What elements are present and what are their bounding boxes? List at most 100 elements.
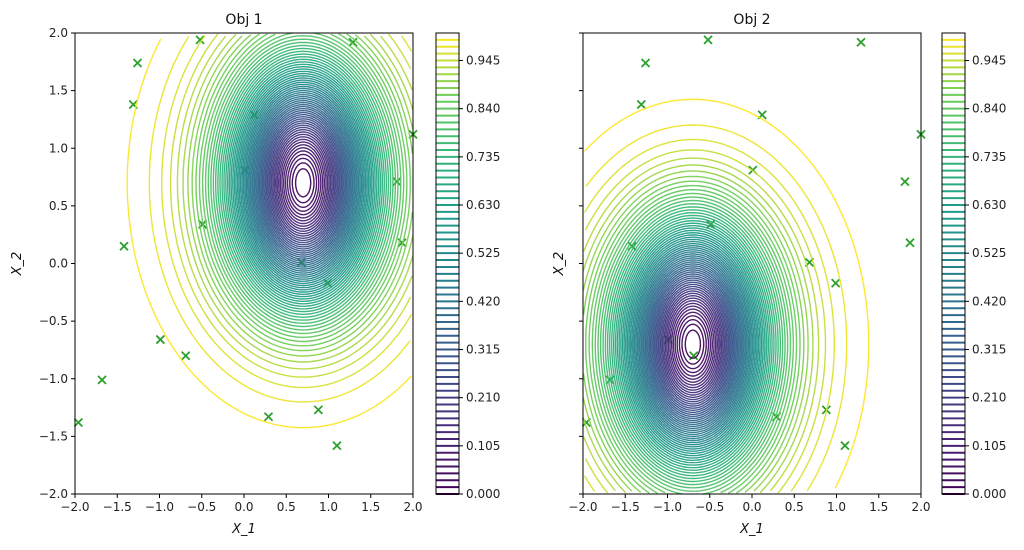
contour-line <box>242 83 364 283</box>
contour-line <box>582 175 805 493</box>
contour-line <box>628 238 758 450</box>
y-axis-label: X_2 <box>552 252 567 277</box>
contour-line <box>221 53 385 313</box>
contour-line <box>255 101 352 264</box>
contour-line <box>610 214 775 474</box>
contour-line <box>286 153 320 212</box>
colorbar-tick-label: 0.735 <box>466 150 500 164</box>
scatter-point <box>195 35 205 45</box>
scatter-point <box>119 241 129 251</box>
contour-line <box>656 281 730 407</box>
contour-line <box>235 72 371 293</box>
scatter-point <box>263 412 274 422</box>
contour-line <box>169 33 412 378</box>
colorbar-tick-label: 0.525 <box>466 246 500 260</box>
colorbar-tick-label: 0.420 <box>466 294 500 308</box>
x-tick-label: −1.0 <box>653 500 682 514</box>
scatter-point <box>313 405 323 415</box>
contour-line <box>191 34 414 352</box>
x-tick-label: 0.5 <box>785 500 804 514</box>
scatter-point <box>181 351 191 361</box>
colorbar-tick-label: 0.315 <box>466 343 500 357</box>
colorbar-tick-label: 0.000 <box>466 487 500 501</box>
contour-line <box>647 267 739 422</box>
x-tick-label: 1.5 <box>361 500 380 514</box>
contour-line <box>233 70 373 296</box>
contour-line <box>228 63 378 302</box>
contour-line <box>681 323 705 365</box>
contour-line <box>250 95 356 270</box>
colorbar-tick-label: 0.945 <box>466 54 500 68</box>
contour-line <box>241 81 365 285</box>
contour-line <box>582 170 809 492</box>
contour-line <box>591 188 795 494</box>
contour-line <box>674 311 712 377</box>
contour-line <box>676 315 710 374</box>
contour-line <box>225 58 382 308</box>
contour-line <box>614 219 771 469</box>
contour-line <box>232 68 375 298</box>
contour-line <box>639 255 747 434</box>
x-tick-label: −1.5 <box>103 500 132 514</box>
colorbar-tick-label: 0.105 <box>972 439 1006 453</box>
contour-line <box>281 144 326 222</box>
contour-line <box>582 164 814 494</box>
contour-line <box>148 35 411 403</box>
colorbar-tick-label: 0.945 <box>972 54 1006 68</box>
chart-title: Obj 1 <box>225 12 262 28</box>
y-tick-label: −1.5 <box>39 429 68 443</box>
scatter-point <box>392 177 402 187</box>
contour-line <box>262 114 344 252</box>
contour-line <box>584 180 801 494</box>
x-axis-label: X_1 <box>231 522 256 537</box>
x-tick-label: 1.0 <box>827 500 846 514</box>
contour-line <box>248 91 358 274</box>
contour-line <box>666 297 720 391</box>
contour-line <box>655 279 731 409</box>
y-tick-label: 0.5 <box>49 199 68 213</box>
contour-line <box>629 240 757 448</box>
scatter-point <box>636 99 646 110</box>
scatter-point <box>856 37 866 47</box>
contour-line <box>266 120 340 246</box>
contour-line <box>160 35 413 389</box>
scatter-point <box>155 334 165 345</box>
contour-line <box>652 275 734 413</box>
contour-line <box>648 269 738 420</box>
contour-line <box>602 203 784 486</box>
scatter-point <box>905 238 915 248</box>
contour-line <box>643 261 743 428</box>
contour-line <box>616 222 769 466</box>
contour-line <box>664 294 721 394</box>
colorbar-tick-label: 0.630 <box>972 198 1006 212</box>
contour-line <box>269 124 337 242</box>
contour-line <box>182 33 414 363</box>
contour-line <box>215 44 392 321</box>
contour-line <box>672 308 713 380</box>
contour-line <box>236 75 370 291</box>
contour-line <box>640 257 745 432</box>
contour-line <box>230 65 376 300</box>
plot-area <box>73 32 418 451</box>
contour-line <box>657 283 728 405</box>
colorbar-tick-label: 0.840 <box>466 102 500 116</box>
contour-line <box>275 133 332 233</box>
scatter-point <box>703 35 713 45</box>
contour-line <box>606 209 779 480</box>
contour-line <box>644 263 741 426</box>
contour-line <box>661 290 724 398</box>
contour-line <box>195 33 411 347</box>
contour-line <box>653 277 732 412</box>
contour-line <box>187 35 414 357</box>
x-tick-label: 2.0 <box>911 500 930 514</box>
contour-line <box>288 157 318 208</box>
contour-line <box>219 50 387 316</box>
y-tick-label: 1.5 <box>49 84 68 98</box>
contour-line <box>227 61 380 305</box>
contour-line <box>217 47 390 318</box>
contour-line <box>632 244 754 444</box>
plot-area <box>581 35 926 495</box>
contour-line <box>636 251 749 438</box>
contour-line <box>265 118 341 248</box>
